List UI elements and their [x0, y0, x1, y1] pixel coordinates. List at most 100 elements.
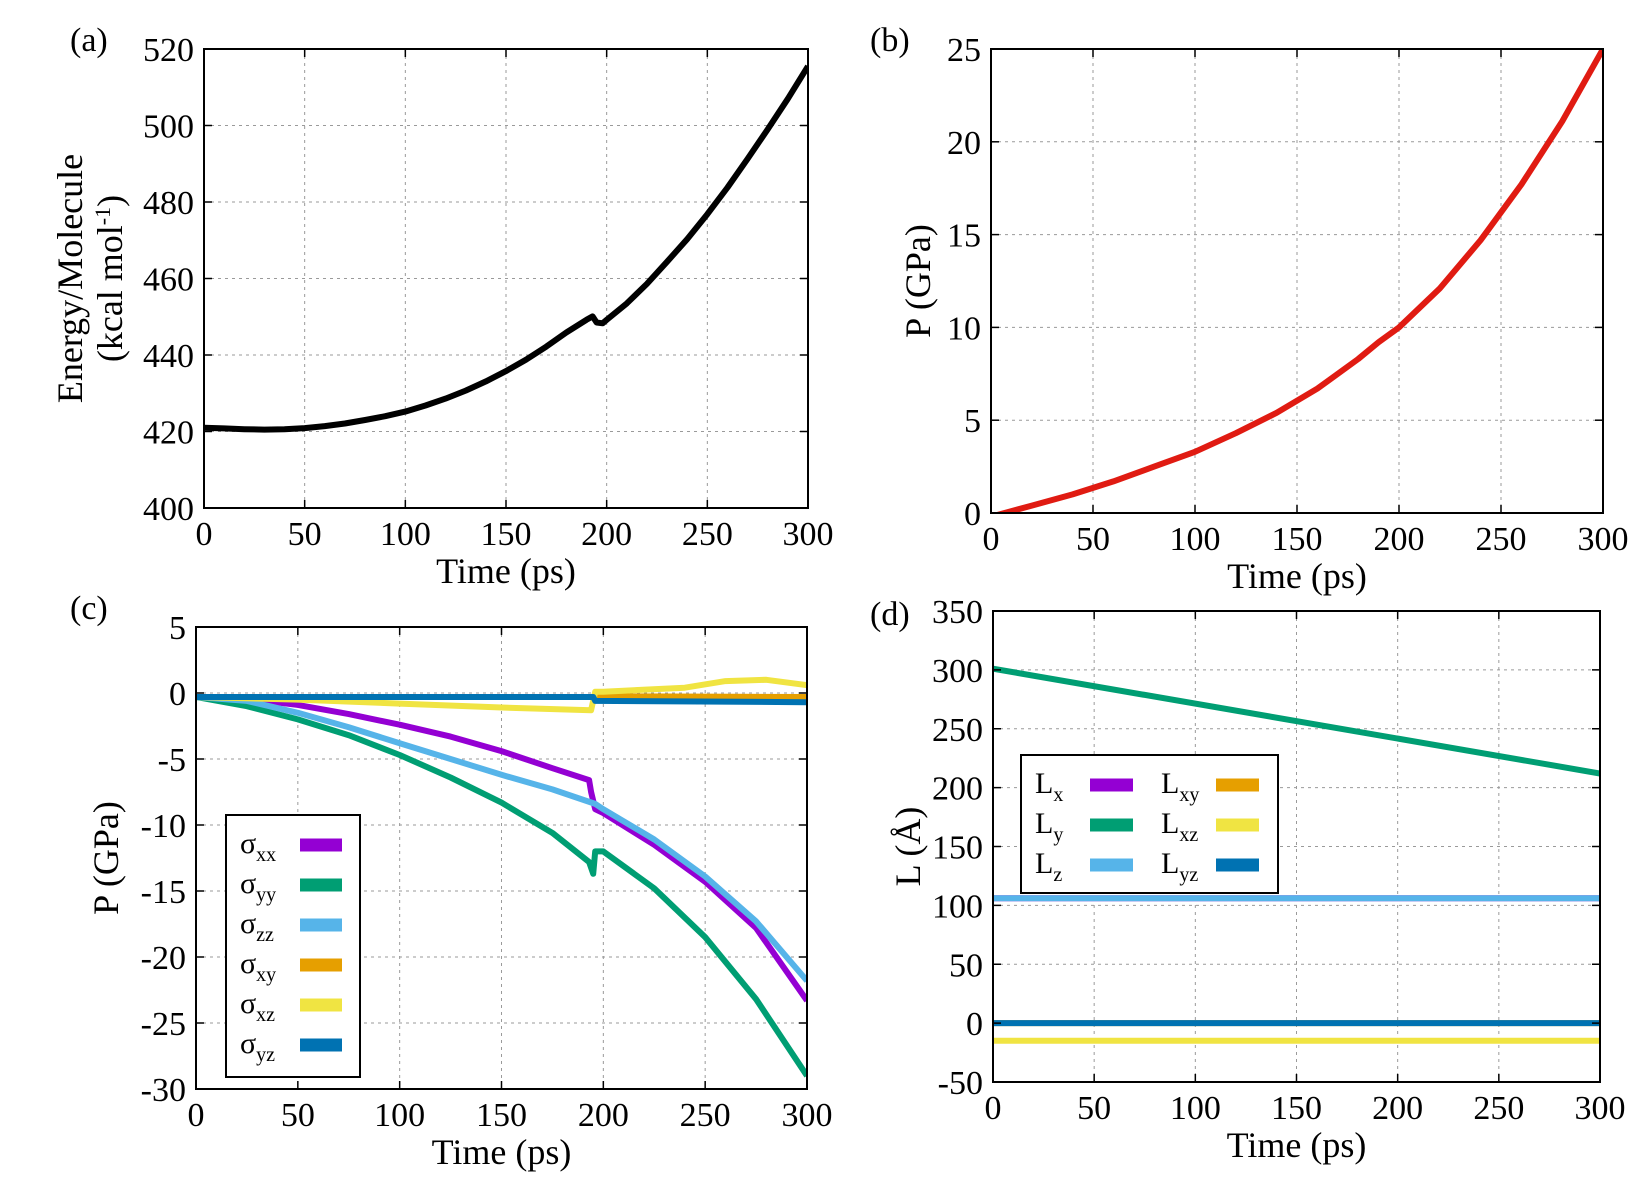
x-tick-label: 150: [476, 1097, 527, 1134]
x-tick-label: 200: [1372, 1090, 1423, 1127]
panel-label: (a): [70, 22, 108, 59]
x-tick-label: 100: [374, 1097, 425, 1134]
panel-d: 0 50 100 150 200 250 300-500501001502002503003…: [870, 594, 1626, 1165]
legend-entry-σzz: σzz: [240, 907, 274, 946]
legend-entry-σxx-sub: xx: [256, 844, 276, 866]
legend-entry-σxx-base: σ: [240, 827, 256, 860]
x-tick-label: 0: [983, 521, 1000, 558]
x-tick-label: 250: [1473, 1090, 1524, 1127]
legend-entry-σyz: σyz: [240, 1027, 275, 1066]
x-axis-label: Time (ps): [1227, 556, 1367, 596]
x-tick-label: 0: [188, 1097, 205, 1134]
x-tick-label: 50: [281, 1097, 315, 1134]
y-axis-label: L (Å): [888, 807, 928, 887]
x-tick-label: 50: [288, 516, 322, 553]
series-group: [993, 665, 1600, 1044]
legend-entry-σxz-sub: xz: [256, 1004, 275, 1026]
legend-entry-σyy-sub: yy: [256, 884, 276, 906]
x-tick-label: 50: [1077, 1090, 1111, 1127]
x-tick-label: 150: [1271, 1090, 1322, 1127]
legend-entry-Lxy: Lxy: [1161, 767, 1199, 806]
legend-entry-σzz-base: σ: [240, 907, 256, 940]
y-tick-label: 0: [169, 676, 186, 713]
y-axis-label: P (GPa): [898, 224, 938, 338]
legend-entry-σzz-sub: zz: [256, 924, 274, 946]
y-tick-label: -50: [938, 1065, 983, 1102]
series-line-σyz: [196, 694, 807, 706]
x-tick-label: 200: [1374, 521, 1425, 558]
panel-b: 0 50 100 150 200 250 300 0 5 10 15 20 25 (b) Time (ps)…: [870, 22, 1629, 596]
y-tick-label: -30: [141, 1072, 186, 1109]
x-tick-label: 200: [578, 1097, 629, 1134]
y-axis-label: P (GPa): [86, 801, 126, 915]
legend-entry-Lyz-base: L: [1161, 847, 1179, 880]
x-tick-label: 150: [481, 516, 532, 553]
y-tick-label: 350: [932, 594, 983, 631]
legend-entry-σxx: σxx: [240, 827, 276, 866]
x-tick-label: 0: [985, 1090, 1002, 1127]
x-tick-label: 300: [1578, 521, 1629, 558]
x-tick-label: 50: [1076, 521, 1110, 558]
y-axis-unit-sup: -1: [90, 207, 115, 225]
x-tick-label: 200: [581, 516, 632, 553]
y-tick-label: 300: [932, 653, 983, 690]
series-line-σyy: [196, 694, 807, 1078]
series-group: [993, 49, 1603, 513]
y-tick-label: 50: [949, 947, 983, 984]
legend-entry-Lxz-sub: xz: [1179, 824, 1198, 846]
legend-entry-Lyz-sub: yz: [1179, 864, 1198, 886]
legend-entry-σxy: σxy: [240, 947, 276, 986]
series-group: [196, 676, 807, 1078]
x-axis-label: Time (ps): [432, 1132, 572, 1172]
x-tick-label: 0: [196, 516, 213, 553]
y-axis-unit: (kcal mol-1): [90, 195, 130, 362]
legend-entry-Lx: Lx: [1035, 767, 1063, 806]
series-group: [204, 64, 808, 433]
legend-entry-Lxz: Lxz: [1161, 807, 1198, 846]
legend-entry-σyy-base: σ: [240, 867, 256, 900]
panel-a: 0 50 100 150 200 250 300 400 420 440 460 480 500 520 (…: [50, 22, 834, 591]
x-tick-label: 250: [680, 1097, 731, 1134]
y-tick-label: 10: [947, 310, 981, 347]
legend-entry-Ly: Ly: [1035, 807, 1063, 846]
legend-entry-Lxy-sub: xy: [1179, 784, 1199, 806]
y-tick-label: 0: [966, 1006, 983, 1043]
x-axis-label: Time (ps): [436, 551, 576, 591]
y-tick-label: 460: [143, 262, 194, 299]
x-tick-label: 100: [1170, 1090, 1221, 1127]
series-line-Energy: [204, 64, 808, 433]
y-tick-label: 500: [143, 109, 194, 146]
legend-entry-Ly-sub: y: [1053, 824, 1063, 846]
y-tick-label: 250: [932, 712, 983, 749]
y-tick-label: 5: [964, 403, 981, 440]
legend-entry-σyy: σyy: [240, 867, 276, 906]
x-tick-label: 250: [1476, 521, 1527, 558]
y-tick-label: -5: [158, 742, 186, 779]
y-tick-label: -10: [141, 808, 186, 845]
legend-entry-σxz: σxz: [240, 987, 275, 1026]
x-tick-label: 300: [782, 1097, 833, 1134]
legend-entry-σxy-sub: xy: [256, 964, 276, 986]
y-tick-label: -15: [141, 874, 186, 911]
series-line-Ly: [993, 665, 1600, 777]
x-axis-label: Time (ps): [1227, 1125, 1367, 1165]
panel-c: 0 50 100 150 200 250 300 -30 -25 -20 -15 -10 -5 0 5 (c)…: [70, 590, 833, 1172]
y-tick-label: 480: [143, 185, 194, 222]
legend-entry-Lxy-base: L: [1161, 767, 1179, 800]
y-tick-label: 150: [932, 830, 983, 867]
y-tick-label: 520: [143, 32, 194, 69]
legend-entry-Lz-base: L: [1035, 847, 1053, 880]
legend-entry-σxy-base: σ: [240, 947, 256, 980]
x-tick-label: 100: [380, 516, 431, 553]
y-axis-unit-text: (kcal mol: [90, 225, 130, 362]
legend-entry-Lyz: Lyz: [1161, 847, 1198, 886]
x-tick-label: 300: [783, 516, 834, 553]
x-tick-label: 100: [1170, 521, 1221, 558]
series-line-Pressure: [993, 49, 1603, 513]
legend-entry-σyz-base: σ: [240, 1027, 256, 1060]
y-tick-label: 0: [964, 496, 981, 533]
y-tick-label: 100: [932, 888, 983, 925]
y-tick-label: -20: [141, 940, 186, 977]
y-tick-label: 400: [143, 491, 194, 528]
